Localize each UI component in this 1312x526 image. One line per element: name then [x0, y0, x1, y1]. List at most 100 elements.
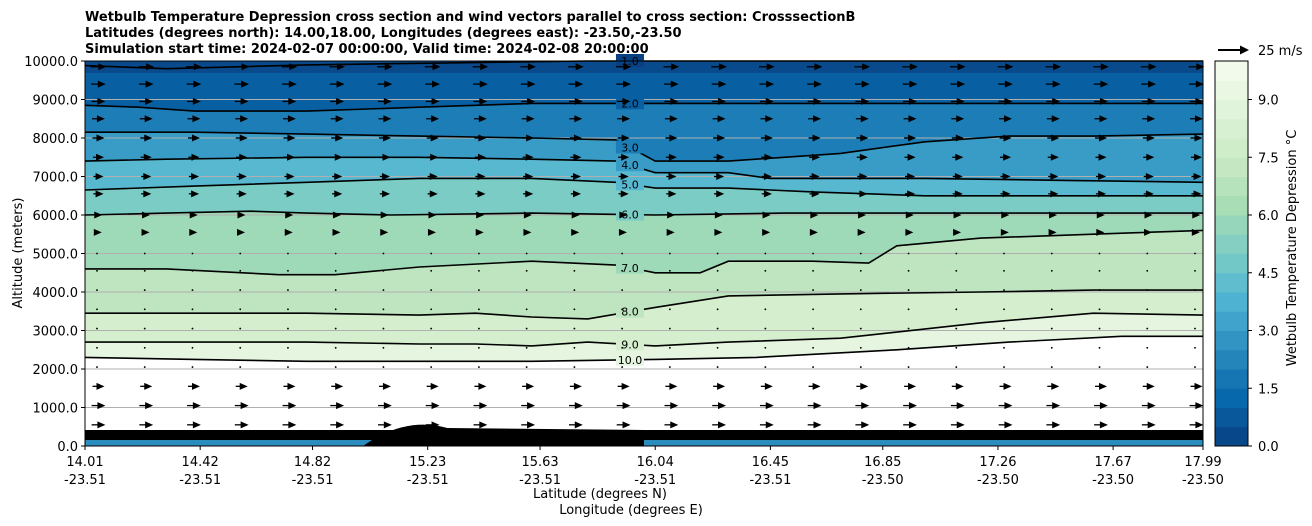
wind-vector-head [765, 421, 774, 429]
wind-vector [187, 421, 201, 429]
wind-vector [997, 63, 1014, 71]
wind-vector-head [574, 115, 583, 123]
wind-vector-head [479, 402, 488, 410]
wind-vector [378, 97, 392, 105]
colorbar-band [1215, 138, 1248, 158]
wind-vector-head [1004, 421, 1013, 429]
wind-vector [473, 115, 487, 123]
wind-vector [96, 366, 98, 368]
wind-vector-head [287, 382, 296, 390]
wind-vector-head [1052, 80, 1061, 88]
x-tick-label-lon: -23.50 [1092, 473, 1134, 488]
wind-vector-head [1194, 153, 1203, 161]
wind-vector [1098, 346, 1101, 349]
wind-vector-head [718, 402, 727, 410]
wind-vector-head [384, 63, 393, 71]
contour-label-bg-4 [615, 158, 644, 172]
wind-vector-head [193, 63, 202, 71]
wind-vector [712, 97, 727, 105]
wind-vector [523, 173, 534, 180]
wind-vector-head [908, 382, 917, 390]
wind-vector [187, 402, 201, 410]
wind-vector-head [909, 63, 918, 71]
wind-vector [618, 190, 629, 198]
colorbar-band [1215, 330, 1248, 351]
wind-vector [573, 289, 576, 291]
wind-vector [857, 190, 868, 198]
wind-vector [379, 153, 391, 161]
wind-vector [1098, 269, 1101, 272]
wind-vector [1003, 308, 1005, 311]
wind-vector [1194, 269, 1196, 272]
wind-vector [1143, 153, 1155, 161]
y-tick-label: 4000.0 [33, 286, 79, 301]
wind-vector-head [1099, 115, 1108, 123]
x-tick-label-lat: 17.26 [979, 455, 1016, 470]
wind-vector-head [860, 382, 869, 390]
wind-vector [809, 153, 821, 161]
wind-vector-head [526, 115, 535, 123]
wind-vector-head [477, 190, 486, 198]
wind-vector [332, 173, 343, 180]
wind-vector [618, 153, 630, 161]
wind-vector [96, 252, 98, 255]
wind-vector [999, 382, 1012, 390]
wind-vector-head [811, 173, 820, 180]
x-tick-label-lat: 14.42 [182, 455, 219, 470]
wind-vector [764, 252, 767, 255]
wind-vector [905, 228, 914, 236]
wind-vector [712, 421, 727, 429]
wind-vector-head [380, 211, 389, 219]
wind-vector-head [432, 63, 441, 71]
wind-vector [711, 80, 727, 88]
wind-vector [525, 366, 528, 368]
wind-vector [955, 289, 958, 291]
wind-vector [329, 63, 345, 71]
wind-vector-head [766, 80, 775, 88]
wind-vector [143, 366, 146, 368]
wind-vector [1048, 173, 1059, 180]
wind-vector-head [573, 134, 582, 142]
wind-vector [570, 173, 581, 180]
wind-vector [621, 327, 624, 330]
wind-vector [668, 308, 671, 311]
wind-vector-head [96, 115, 105, 123]
wind-vector-head [810, 211, 819, 219]
wind-vector [1141, 97, 1156, 105]
wind-vector [621, 269, 624, 272]
gridlines [85, 99, 1203, 408]
wind-vector [426, 134, 439, 142]
x-axis-label-lat: Latitude (degrees N) [533, 487, 667, 502]
wind-vector [1050, 289, 1053, 291]
wind-vector-head [430, 153, 439, 161]
wind-vector-head [953, 211, 962, 219]
wind-vector-head [479, 97, 488, 105]
wind-vector [903, 97, 917, 105]
wind-vector [425, 402, 440, 410]
wind-vector [380, 211, 389, 219]
wind-vector-head [573, 153, 582, 161]
wind-vector-head [670, 80, 679, 88]
y-tick-label: 5000.0 [33, 248, 79, 263]
wind-vector-head [1147, 115, 1156, 123]
wind-vector-head [336, 402, 345, 410]
wind-vector [907, 346, 910, 349]
wind-vector-head [96, 382, 105, 390]
wind-vector [1146, 308, 1149, 311]
wind-vector [284, 173, 295, 180]
colorbar-band [1215, 388, 1248, 408]
wind-vector [812, 308, 814, 311]
wind-vector [427, 153, 439, 161]
wind-vector [239, 269, 242, 272]
wind-vector [955, 327, 958, 330]
wind-vector [525, 346, 528, 349]
wind-vector-head [240, 115, 249, 123]
wind-vector [762, 228, 771, 236]
wind-vector [950, 63, 966, 71]
wind-vector [1146, 346, 1149, 349]
wind-vector [283, 134, 296, 142]
colorbar-band [1215, 157, 1248, 177]
wind-vector-head [858, 211, 867, 219]
y-tick-label: 10000.0 [24, 55, 78, 70]
wind-vector-head [717, 115, 726, 123]
